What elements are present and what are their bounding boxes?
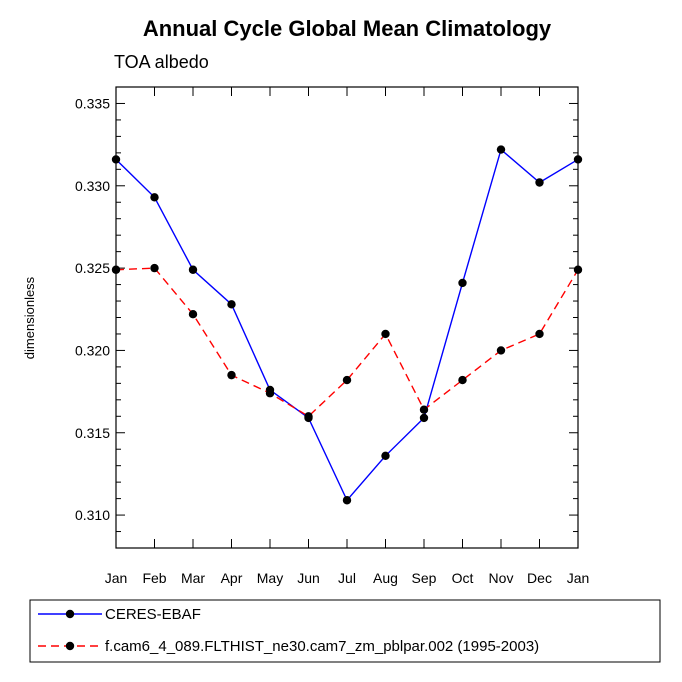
- series-2-point: [381, 329, 390, 339]
- legend-marker-1: [65, 609, 75, 619]
- x-tick-label: May: [257, 570, 283, 586]
- series-2-point: [458, 375, 467, 385]
- series-1-point: [573, 155, 583, 164]
- series-1-point: [342, 496, 352, 505]
- series-2-point: [419, 405, 429, 414]
- series-1-point: [111, 155, 121, 164]
- chart-subtitle: TOA albedo: [114, 52, 209, 72]
- series-2-point: [227, 370, 236, 380]
- series-2-point: [265, 389, 275, 398]
- series-lines: [111, 145, 583, 505]
- legend-label-2: f.cam6_4_089.FLTHIST_ne30.cam7_zm_pblpar…: [105, 638, 539, 655]
- series-1-point: [381, 451, 390, 460]
- legend: CERES-EBAF f.cam6_4_089.FLTHIST_ne30.cam7…: [29, 599, 661, 663]
- x-tick-label: Apr: [221, 570, 243, 586]
- x-tick-label: Sep: [412, 570, 437, 586]
- series-2-point: [496, 346, 506, 355]
- legend-box: [29, 599, 661, 663]
- y-tick-label: 0.310: [75, 507, 110, 523]
- series-1-point: [496, 145, 506, 154]
- series-1-point: [419, 413, 429, 423]
- series-2-point: [304, 412, 313, 421]
- legend-marker-2: [65, 641, 75, 651]
- series-2-point: [535, 329, 544, 339]
- y-tick-label: 0.335: [75, 95, 110, 111]
- series-1-point: [150, 193, 159, 202]
- y-axis-ticks: 0.310 0.315 0.320 0.325 0.330 0.335: [75, 86, 578, 549]
- x-tick-label: Oct: [452, 570, 474, 586]
- x-axis-ticks: Jan Feb Mar Apr May Jun Jul Aug Sep Oct Nov Dec Jan: [105, 87, 590, 586]
- x-tick-label: Dec: [527, 570, 552, 586]
- y-tick-label: 0.320: [75, 342, 110, 358]
- series-1-point: [227, 300, 236, 309]
- series-2-point: [150, 263, 159, 273]
- series-1-point: [458, 278, 467, 288]
- series-1-point: [535, 178, 544, 187]
- y-tick-label: 0.315: [75, 425, 110, 441]
- chart-title: Annual Cycle Global Mean Climatology: [143, 16, 552, 41]
- series-line-1: [115, 148, 579, 502]
- legend-label-1: CERES-EBAF: [105, 606, 201, 623]
- x-tick-label: Feb: [142, 570, 166, 586]
- x-tick-label: Aug: [373, 570, 398, 586]
- y-tick-label: 0.325: [75, 260, 110, 276]
- series-line-2: [115, 267, 579, 418]
- series-1-point: [188, 265, 198, 274]
- series-2-point: [342, 375, 352, 385]
- series-2-point: [573, 265, 583, 274]
- x-tick-label: Jan: [567, 570, 590, 586]
- series-2-point: [188, 310, 198, 319]
- y-tick-label: 0.330: [75, 178, 110, 194]
- x-tick-label: Jan: [105, 570, 128, 586]
- x-tick-label: Nov: [489, 570, 514, 586]
- x-tick-label: Mar: [181, 570, 205, 586]
- x-tick-label: Jun: [297, 570, 320, 586]
- x-tick-label: Jul: [338, 570, 356, 586]
- y-axis-label: dimensionless: [22, 276, 37, 359]
- series-2-point: [111, 265, 121, 274]
